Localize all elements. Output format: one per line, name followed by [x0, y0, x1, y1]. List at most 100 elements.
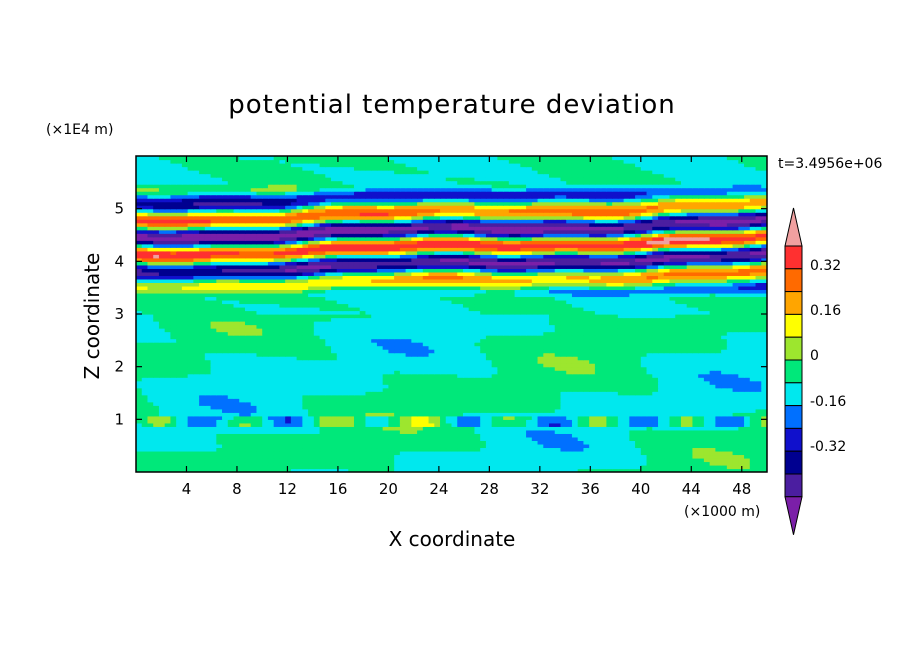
- field-cell: [279, 426, 286, 431]
- field-cell: [761, 468, 767, 472]
- field-cell: [537, 328, 544, 333]
- field-cell: [273, 443, 281, 449]
- field-cell: [594, 359, 602, 364]
- field-cell: [445, 422, 453, 427]
- field-cell: [445, 317, 453, 322]
- field-cell: [256, 321, 263, 326]
- field-cell: [181, 317, 189, 322]
- field-cell: [216, 359, 223, 364]
- field-cell: [399, 377, 407, 382]
- field-cell: [658, 415, 665, 420]
- field-cell: [520, 405, 527, 410]
- field-cell: [342, 419, 349, 424]
- field-cell: [698, 394, 705, 399]
- field-cell: [141, 363, 149, 368]
- field-cell: [296, 429, 303, 434]
- field-cell: [457, 317, 464, 322]
- field-cell: [273, 331, 281, 336]
- field-cell: [279, 349, 286, 354]
- field-cell: [457, 408, 464, 413]
- field-cell: [434, 422, 441, 427]
- field-cell: [239, 401, 246, 406]
- field-cell: [428, 370, 435, 375]
- field-cell: [646, 457, 653, 463]
- field-cell: [583, 443, 590, 449]
- field-cell: [703, 366, 711, 371]
- field-cell: [405, 338, 412, 343]
- field-cell: [749, 345, 757, 350]
- field-cell: [721, 363, 728, 368]
- field-cell: [308, 415, 315, 420]
- field-cell: [520, 447, 527, 452]
- field-cell: [738, 447, 745, 452]
- field-cell: [703, 373, 711, 378]
- field-cell: [181, 345, 189, 350]
- field-cell: [440, 468, 447, 472]
- field-cell: [709, 412, 716, 417]
- field-cell: [290, 356, 298, 361]
- field-cell: [738, 454, 745, 459]
- field-cell: [262, 391, 269, 396]
- field-cell: [623, 345, 630, 350]
- field-cell: [353, 352, 361, 357]
- field-cell: [365, 338, 372, 343]
- field-cell: [296, 310, 303, 315]
- field-cell: [376, 328, 384, 333]
- field-cell: [411, 394, 418, 399]
- field-cell: [353, 426, 361, 431]
- field-cell: [715, 352, 722, 357]
- field-cell: [686, 384, 694, 389]
- field-cell: [336, 408, 344, 413]
- field-cell: [474, 342, 481, 347]
- field-cell: [692, 380, 699, 385]
- field-cell: [560, 366, 567, 371]
- field-cell: [193, 331, 200, 336]
- field-cell: [204, 443, 212, 449]
- field-cell: [399, 328, 407, 333]
- field-cell: [680, 328, 688, 333]
- field-cell: [256, 457, 263, 463]
- field-cell: [652, 394, 659, 399]
- field-cell: [262, 401, 269, 406]
- field-cell: [491, 419, 498, 424]
- field-cell: [365, 391, 372, 396]
- field-cell: [210, 363, 217, 368]
- field-cell: [566, 356, 573, 361]
- field-cell: [153, 384, 160, 389]
- field-cell: [640, 356, 648, 361]
- field-cell: [732, 461, 739, 466]
- field-cell: [233, 317, 240, 322]
- field-cell: [617, 359, 625, 364]
- field-cell: [543, 359, 550, 364]
- field-cell: [296, 384, 303, 389]
- field-cell: [560, 422, 567, 427]
- field-cell: [302, 310, 309, 315]
- field-cell: [457, 384, 464, 389]
- field-cell: [462, 398, 470, 403]
- field-cell: [331, 328, 338, 333]
- field-cell: [382, 394, 389, 399]
- field-cell: [686, 433, 694, 438]
- field-cell: [153, 419, 160, 424]
- field-cell: [721, 398, 728, 403]
- field-cell: [222, 338, 229, 343]
- field-cell: [445, 373, 453, 378]
- field-cell: [136, 391, 143, 396]
- field-cell: [457, 359, 464, 364]
- field-cell: [376, 461, 384, 466]
- field-cell: [302, 342, 309, 347]
- field-cell: [319, 464, 326, 470]
- field-cell: [623, 324, 630, 329]
- field-cell: [302, 394, 309, 399]
- field-cell: [503, 461, 510, 466]
- field-cell: [422, 324, 430, 329]
- field-cell: [342, 426, 349, 431]
- field-cell: [308, 373, 315, 378]
- field-cell: [577, 415, 585, 420]
- field-cell: [216, 415, 223, 420]
- field-cell: [227, 363, 235, 368]
- field-cell: [623, 440, 630, 445]
- field-cell: [543, 454, 550, 459]
- field-cell: [566, 401, 573, 406]
- field-cell: [273, 394, 281, 399]
